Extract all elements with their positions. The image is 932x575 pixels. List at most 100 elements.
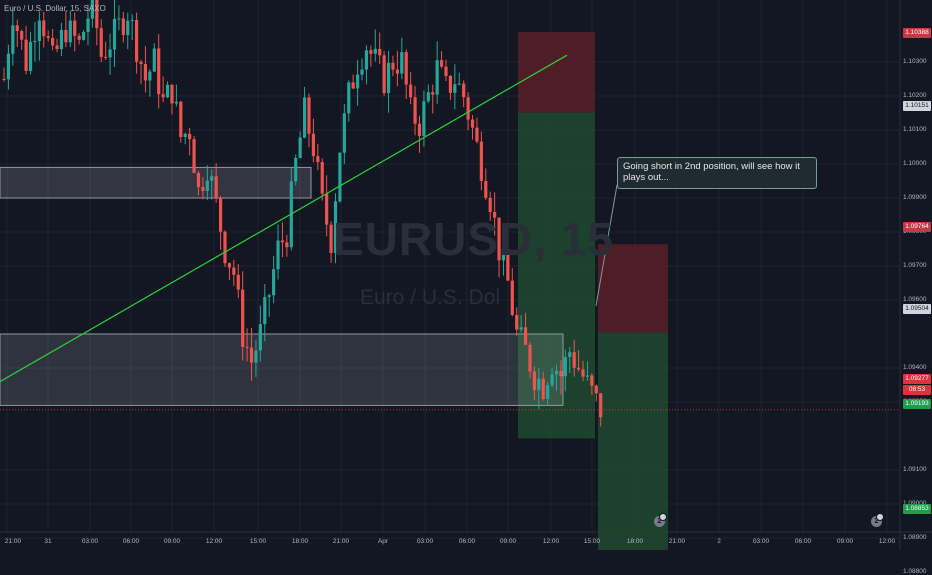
time-tick-label: 09:00 (163, 538, 181, 545)
candle-body (2, 79, 6, 80)
candle-body (24, 39, 28, 72)
candle-body (409, 84, 413, 98)
time-tick-label: 31 (44, 538, 52, 545)
candle-body (369, 50, 373, 54)
upper-zone-box (0, 166, 312, 199)
candle-body (510, 280, 514, 315)
candle-body (77, 35, 81, 40)
candle-body (59, 30, 64, 50)
candle-body (426, 92, 430, 102)
candle-body (249, 347, 254, 363)
candle-body (112, 18, 117, 50)
price-badge-target-1: 1.09193 (903, 399, 931, 409)
candle-body (55, 45, 59, 50)
short-position-1-loss-zone (518, 32, 595, 113)
candle-body (11, 25, 15, 54)
candle-body (6, 53, 11, 80)
note-pointer (595, 184, 618, 307)
candle-body (400, 52, 404, 74)
candle-body (554, 370, 559, 375)
candle-body (448, 75, 453, 93)
event-marker-icon[interactable]: 2 (871, 513, 884, 527)
time-tick-label: 15:00 (583, 538, 601, 545)
candle-body (236, 274, 240, 290)
price-tick-label: 1.10300 (903, 58, 927, 65)
candle-body (139, 61, 143, 65)
note-callout[interactable]: Going short in 2nd position, will see ho… (617, 157, 817, 189)
candle-body (519, 327, 523, 330)
candle-body (192, 139, 196, 173)
candle-body (599, 393, 603, 418)
candle-body (33, 41, 37, 43)
candle-body (170, 84, 174, 104)
time-tick-label: 12:00 (878, 538, 896, 545)
watermark-name: Euro / U.S. Dol (360, 286, 501, 309)
time-tick-label: 03:00 (416, 538, 434, 545)
price-chart[interactable] (0, 0, 932, 550)
candle-body (272, 269, 276, 296)
candle-body (201, 186, 205, 191)
price-badge-current: 1.09277 (903, 374, 931, 384)
candle-body (205, 180, 209, 191)
candle-body (360, 69, 364, 75)
time-tick-label: 09:00 (836, 538, 854, 545)
candle-body (99, 28, 103, 57)
candle-body (42, 20, 46, 37)
bar-countdown: 08:53 (903, 385, 931, 395)
candle-body (347, 82, 351, 114)
candle-body (28, 41, 33, 72)
candle-body (95, 0, 99, 29)
time-tick-label: 06:00 (794, 538, 812, 545)
event-marker-icon[interactable]: 2 (654, 513, 667, 527)
symbol-title[interactable]: Euro / U.S. Dollar, 15, SAXO (4, 4, 106, 13)
price-tick-label: 1.09700 (903, 262, 927, 269)
time-tick-label: 18:00 (291, 538, 309, 545)
candle-body (378, 48, 382, 56)
candle-body (276, 240, 280, 270)
time-tick-label: 06:00 (458, 538, 476, 545)
time-tick-label: 03:00 (81, 538, 99, 545)
candle-body (157, 48, 161, 95)
time-tick-label: 15:00 (249, 538, 267, 545)
candle-body (550, 374, 554, 386)
candle-body (572, 352, 576, 368)
candle-body (395, 69, 399, 74)
candle-body (444, 66, 448, 76)
candle-body (135, 19, 139, 62)
candle-body (15, 25, 19, 32)
time-tick-label: 18:00 (626, 538, 644, 545)
candle-body (413, 97, 417, 124)
candle-body (581, 369, 585, 377)
price-tick-label: 1.10000 (903, 160, 927, 167)
candle-body (333, 201, 338, 253)
candle-body (568, 352, 572, 358)
candle-body (90, 0, 94, 19)
time-tick-label: 03:00 (752, 538, 770, 545)
candle-body (541, 378, 545, 399)
candle-body (46, 36, 50, 39)
candle-body (214, 176, 218, 198)
candle-body (258, 324, 262, 351)
candle-body (263, 296, 267, 325)
candle-body (382, 55, 386, 94)
candle-body (479, 141, 483, 181)
candle-body (506, 249, 510, 281)
price-tick-label: 1.10200 (903, 92, 927, 99)
candle-body (497, 217, 501, 261)
time-tick-label: 06:00 (122, 538, 140, 545)
short-position-2-profit-zone (598, 332, 668, 550)
candle-body (210, 176, 214, 181)
price-tick-label: 1.08800 (903, 568, 927, 575)
candle-body (316, 156, 320, 163)
candle-body (338, 152, 342, 202)
candle-body (298, 137, 302, 158)
candle-body (462, 83, 466, 98)
price-badge-target-2: 1.08853 (903, 504, 931, 514)
price-badge-entry-2: 1.09504 (903, 304, 931, 314)
time-tick-label: 21:00 (332, 538, 350, 545)
price-tick-label: 1.09400 (903, 364, 927, 371)
candle-body (475, 127, 479, 142)
candle-body (470, 119, 475, 128)
time-tick-label: 09:00 (499, 538, 517, 545)
lower-zone-box (0, 333, 564, 406)
